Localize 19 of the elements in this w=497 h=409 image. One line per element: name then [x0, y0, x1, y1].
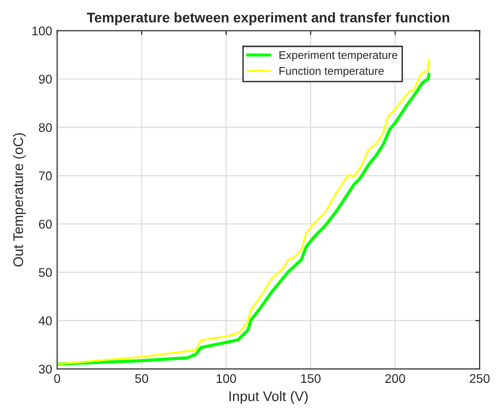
y-tick-label: 80: [38, 123, 52, 132]
legend-label: Function temperature: [280, 66, 384, 78]
x-tick-label: 0: [54, 374, 60, 383]
legend-label: Experiment temperature: [280, 50, 398, 62]
x-tick-label: 100: [216, 374, 236, 383]
x-tick-label: 200: [385, 374, 406, 383]
x-axis-title: Input Volt (V): [230, 390, 308, 404]
x-tick-label: 250: [470, 374, 490, 383]
y-tick-label: 30: [38, 364, 52, 374]
y-tick-label: 70: [39, 171, 52, 180]
chart-title: Temperature between experiment and transfer function: [86, 12, 450, 26]
y-tick-label: 50: [38, 268, 52, 277]
y-tick-label: 90: [38, 74, 52, 84]
y-tick-label: 40: [38, 316, 52, 326]
y-axis-title: Out Temperature (oC): [12, 133, 26, 267]
y-tick-label: 100: [32, 26, 52, 36]
x-tick-label: 50: [135, 374, 148, 383]
y-tick-label: 60: [39, 220, 52, 229]
x-tick-label: 150: [301, 374, 321, 383]
